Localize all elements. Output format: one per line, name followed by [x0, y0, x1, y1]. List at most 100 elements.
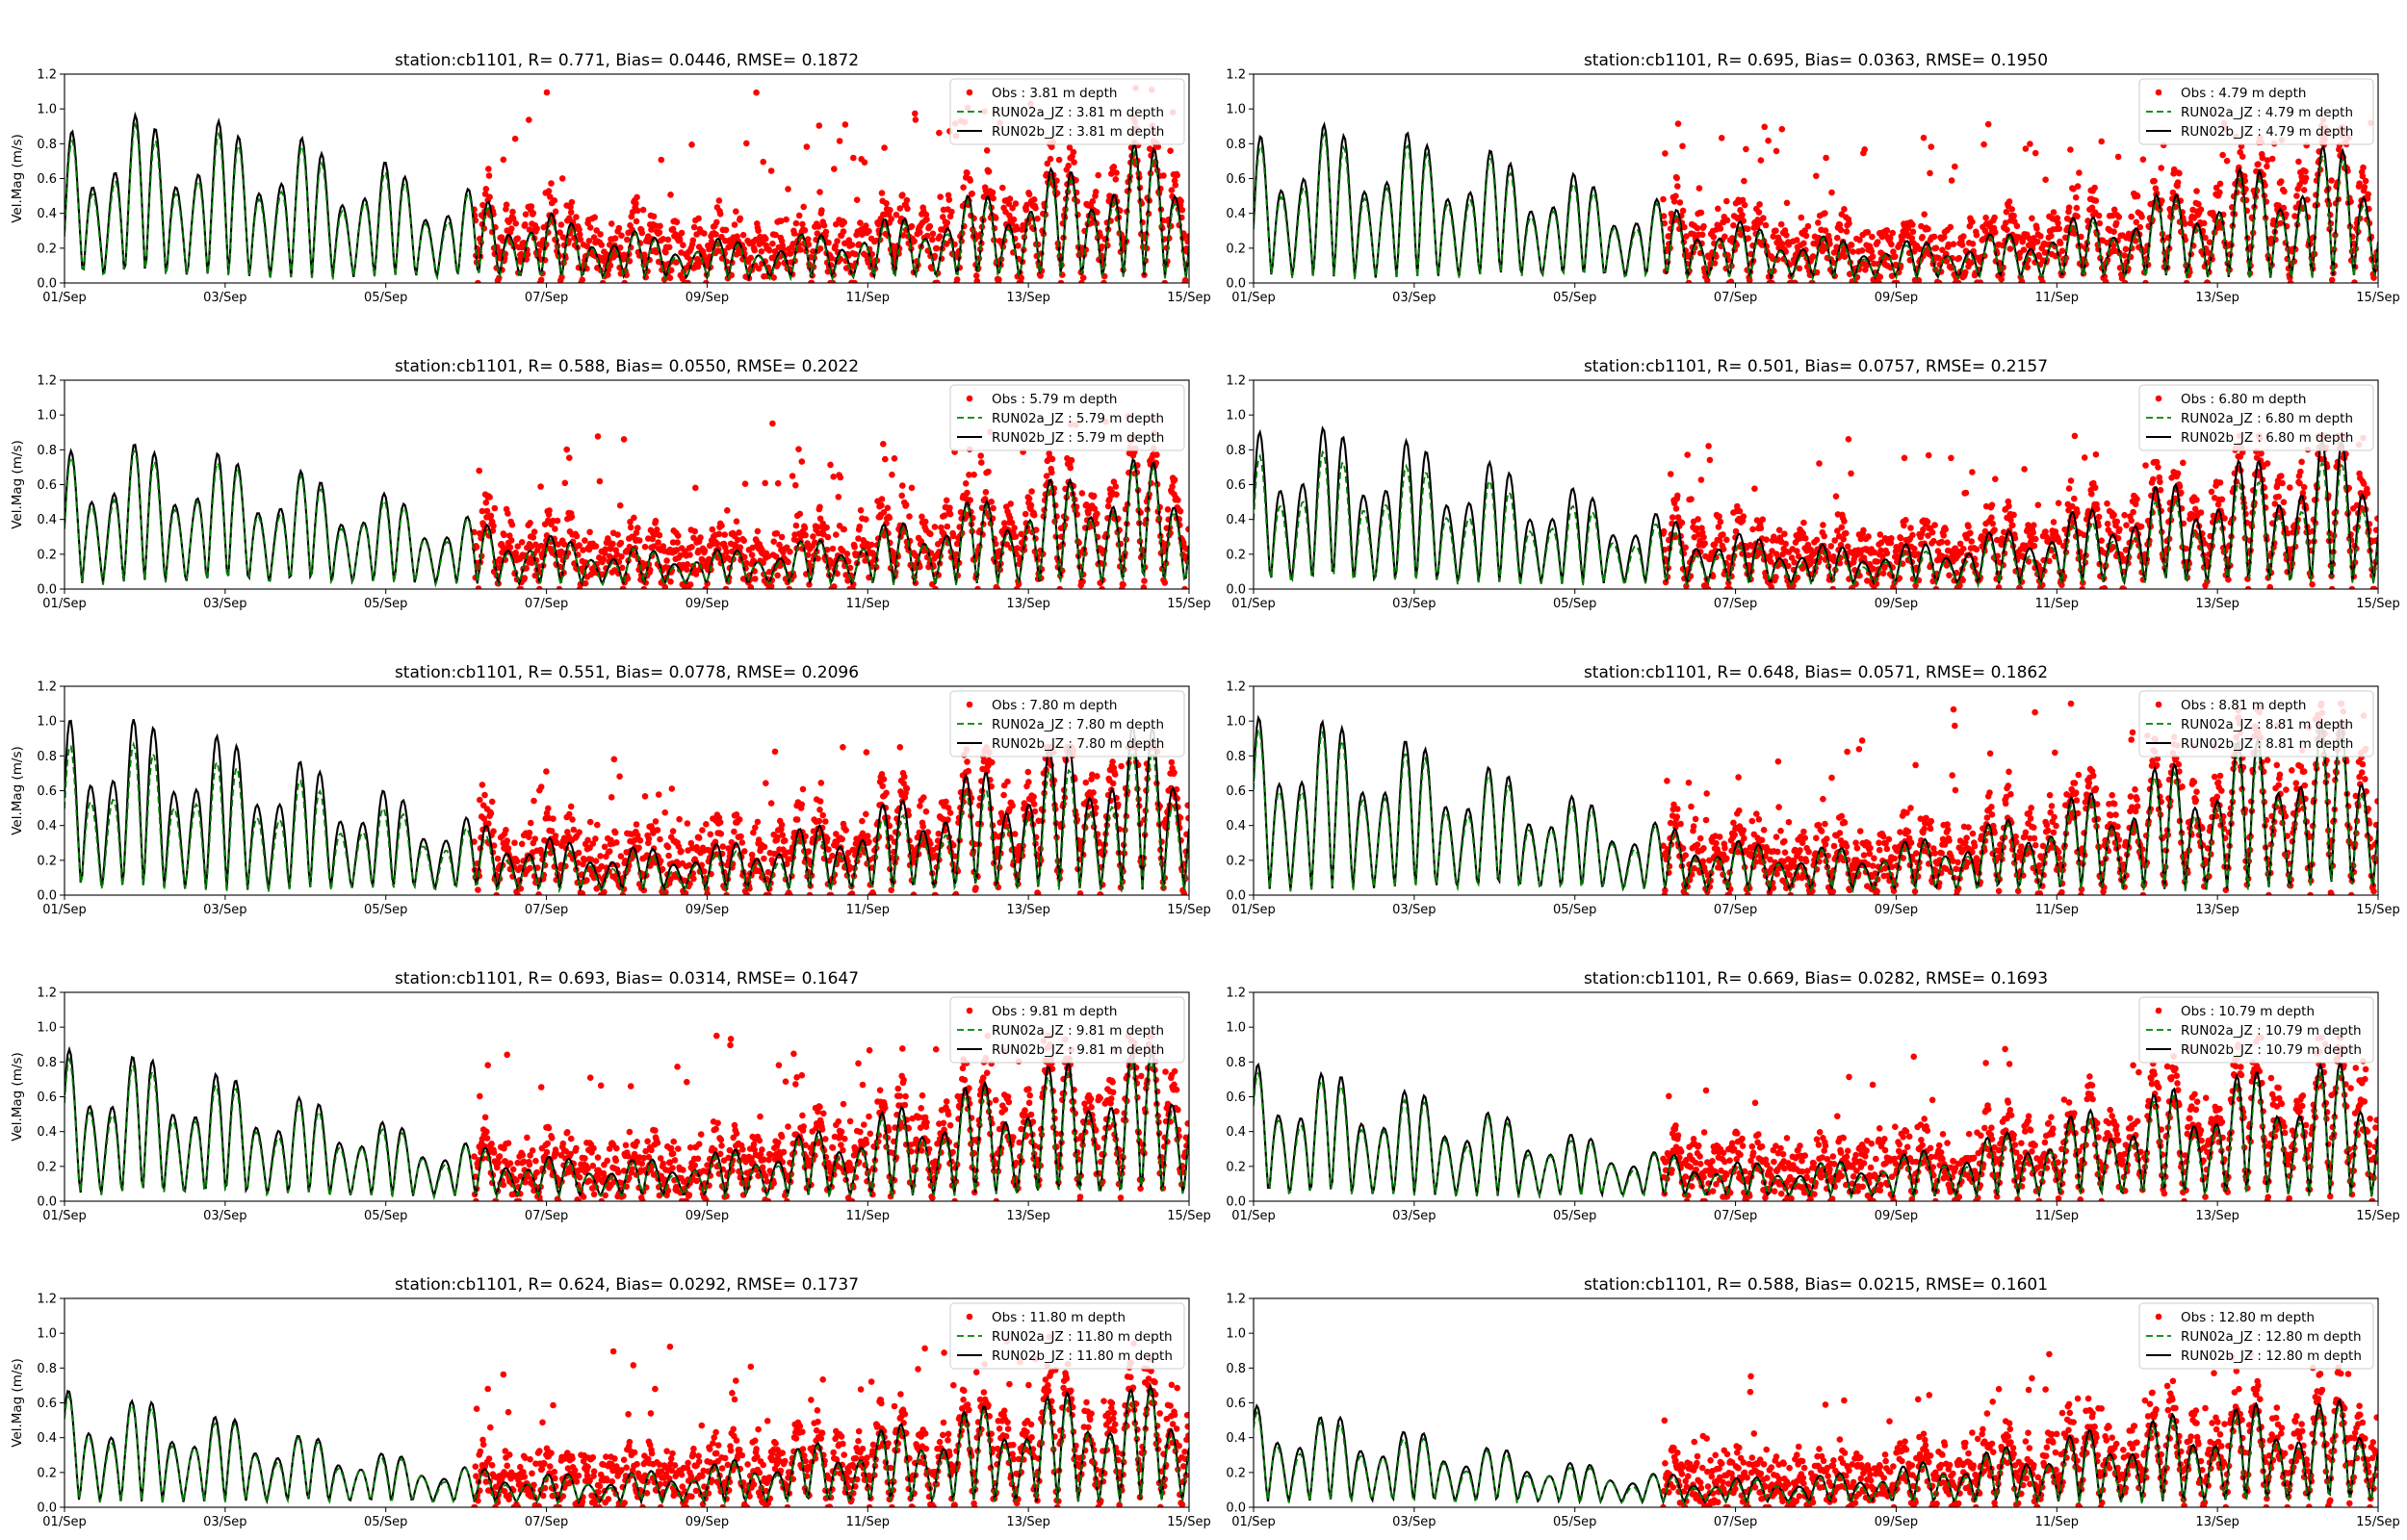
obs-point [475, 279, 481, 283]
obs-point [933, 244, 941, 252]
y-tick-label: 0.6 [37, 784, 57, 799]
obs-point [754, 527, 762, 535]
obs-point [2021, 466, 2028, 473]
obs-point [2360, 164, 2367, 171]
legend-label-run02a: RUN02a_JZ : 5.79 m depth [992, 411, 1164, 426]
obs-point [1827, 543, 1835, 550]
y-tick-label: 1.0 [37, 715, 57, 730]
obs-point [533, 225, 540, 232]
legend-label-run02b: RUN02b_JZ : 5.79 m depth [992, 430, 1164, 446]
y-tick-label: 1.2 [1226, 374, 1246, 389]
obs-point [675, 532, 682, 539]
obs-point [583, 877, 590, 884]
y-tick-label: 0.6 [37, 478, 57, 493]
obs-point [526, 829, 533, 836]
obs-point [634, 193, 640, 201]
obs-point [2287, 484, 2293, 491]
obs-point [2092, 197, 2100, 204]
obs-point [616, 244, 624, 251]
obs-point [953, 276, 961, 283]
obs-point [1892, 253, 1899, 260]
y-tick-label: 0.2 [1226, 548, 1246, 562]
obs-point [2279, 479, 2286, 487]
obs-point [1851, 279, 1859, 283]
obs-point [2374, 515, 2378, 522]
obs-point [804, 236, 812, 243]
obs-point [486, 193, 493, 200]
obs-point [485, 166, 492, 172]
x-tick-label: 15/Sep [1167, 903, 1210, 917]
obs-point [989, 189, 996, 196]
obs-point [927, 530, 934, 538]
obs-point [1739, 196, 1747, 204]
obs-point [856, 523, 864, 530]
obs-point [507, 225, 515, 232]
obs-point [1773, 227, 1779, 234]
obs-point [552, 526, 558, 532]
obs-point [2110, 511, 2117, 519]
obs-point [2073, 204, 2081, 212]
obs-point [689, 237, 697, 244]
obs-point [605, 271, 611, 278]
obs-point [1894, 279, 1901, 283]
obs-point [2088, 204, 2096, 212]
obs-point [1717, 518, 1724, 526]
obs-point [1695, 516, 1701, 523]
obs-point [1928, 528, 1936, 536]
obs-point [537, 276, 545, 283]
obs-point [1660, 213, 1668, 219]
obs-point [2003, 208, 2010, 216]
obs-point [747, 254, 755, 262]
x-tick-label: 07/Sep [1714, 291, 1757, 305]
obs-point [2092, 450, 2100, 458]
obs-point [2216, 180, 2224, 188]
legend-label-obs: Obs : 3.81 m depth [992, 86, 1117, 101]
obs-point [1089, 197, 1097, 205]
axes-frame [1253, 73, 2379, 284]
x-tick-label: 07/Sep [1714, 597, 1757, 611]
obs-point [2170, 166, 2178, 173]
obs-point [1757, 157, 1765, 164]
obs-point [1760, 215, 1767, 221]
obs-point [1980, 141, 1987, 148]
obs-point [2300, 483, 2308, 491]
obs-point [822, 228, 830, 236]
x-tick-label: 09/Sep [686, 597, 729, 611]
obs-point [1927, 169, 1933, 177]
obs-point [923, 216, 930, 223]
obs-point [1153, 451, 1160, 458]
obs-point [1185, 233, 1189, 240]
obs-point [1070, 148, 1077, 156]
obs-point [526, 116, 532, 123]
obs-point [1762, 221, 1770, 229]
obs-point [475, 886, 481, 893]
obs-point [566, 454, 573, 462]
obs-point [802, 531, 809, 539]
obs-point [2084, 218, 2091, 224]
obs-point [2071, 495, 2078, 502]
obs-point [543, 768, 550, 775]
obs-point [676, 237, 684, 244]
obs-point [898, 492, 905, 500]
obs-point [703, 279, 710, 283]
obs-point [929, 230, 937, 238]
obs-point [655, 539, 661, 546]
obs-point [834, 238, 841, 244]
obs-point [2176, 169, 2183, 177]
obs-point [598, 242, 606, 248]
obs-point [1113, 169, 1120, 176]
obs-point [2010, 511, 2017, 519]
obs-point [523, 565, 530, 572]
obs-point [1104, 502, 1112, 510]
obs-point [2287, 279, 2294, 283]
obs-point [482, 186, 490, 192]
obs-point [597, 231, 604, 238]
obs-point [2050, 519, 2058, 526]
obs-point [1169, 483, 1176, 490]
obs-point [1832, 493, 1840, 500]
obs-point [1948, 177, 1955, 184]
obs-point [1813, 536, 1821, 544]
obs-point [1919, 233, 1926, 241]
obs-point [1883, 227, 1891, 234]
obs-point [2302, 174, 2310, 182]
